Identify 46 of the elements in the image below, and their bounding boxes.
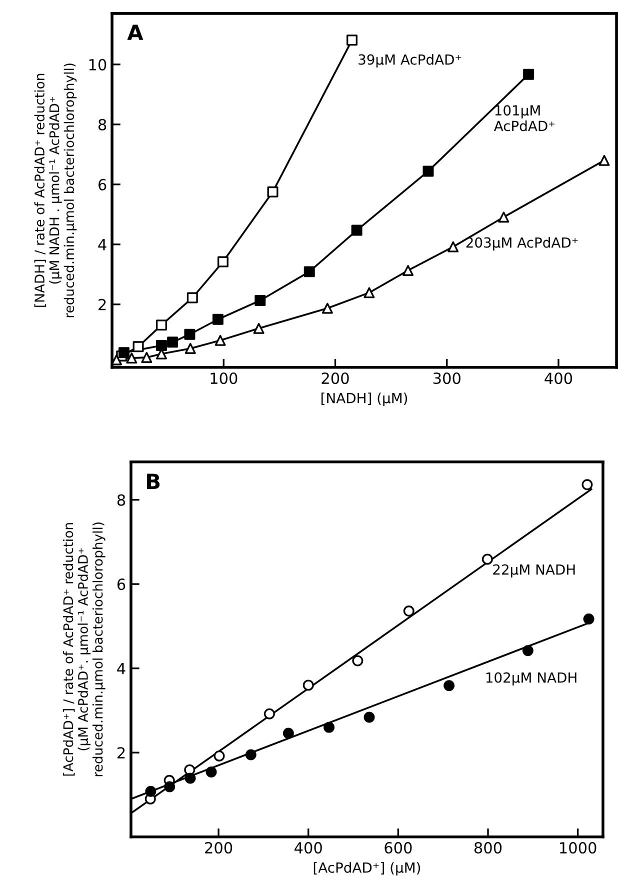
x-tick-label: 400: [544, 372, 572, 384]
y-axis-title: [NADH] / rate of AcPdAD⁺ reduction (µM NADH . µmol⁻¹ AcPdAD⁺ reduced.min.µmol bacteriochlorophyll): [34, 64, 77, 318]
x-axis-title: [NADH] (µM): [322, 392, 408, 406]
x-tick-label: 1000: [560, 842, 596, 854]
point: [141, 352, 152, 363]
y-tick-label: 4: [98, 239, 106, 250]
point: [186, 292, 198, 304]
point: [402, 264, 414, 276]
x-tick-label: 300: [433, 372, 460, 384]
series-label: 39µM AcPdAD⁺: [358, 54, 462, 68]
series-label: 22µM NADH: [493, 564, 575, 578]
series-label: 203µM AcPdAD⁺: [466, 237, 578, 250]
y-tick-label: 4: [117, 663, 126, 674]
y-tick-label: 10: [89, 58, 106, 70]
x-tick-label: 200: [322, 372, 349, 384]
chart-title: B: [147, 474, 160, 489]
x-tick-label: 400: [294, 842, 322, 854]
x-tick-label: 800: [474, 842, 502, 854]
point: [598, 154, 610, 166]
y-tick-label: 8: [117, 494, 126, 506]
x-tick-label: 200: [205, 842, 232, 854]
series-label: 101µM AcPdAD⁺: [494, 105, 555, 132]
point: [217, 256, 228, 268]
y-tick-label: 2: [118, 747, 125, 758]
point: [132, 341, 144, 352]
point: [364, 287, 375, 298]
point: [346, 34, 358, 46]
chart-title: A: [127, 24, 144, 40]
point: [267, 186, 278, 198]
series-label: 102µM NADH: [486, 672, 576, 686]
y-tick-label: 6: [98, 178, 106, 190]
y-tick-label: 6: [117, 578, 126, 590]
x-axis-title: [AcPdAD⁺] (µM): [314, 862, 420, 876]
point: [448, 241, 459, 252]
y-axis-title: [AcPdAD⁺] / rate of AcPdAD⁺ reduction (µM AcPdAD⁺. µmol⁻¹ AcPdAD⁺ reduced.min.µmol bacteriochlorophyll): [62, 522, 106, 776]
x-tick-label: 600: [384, 842, 412, 854]
point: [214, 334, 226, 346]
y-tick-label: 2: [98, 298, 106, 310]
point: [253, 322, 264, 334]
point: [322, 302, 333, 314]
y-tick-label: 8: [98, 118, 106, 130]
point: [156, 320, 167, 331]
point: [498, 212, 510, 223]
point: [126, 352, 138, 364]
x-tick-label: 100: [210, 372, 238, 384]
point: [184, 342, 196, 354]
